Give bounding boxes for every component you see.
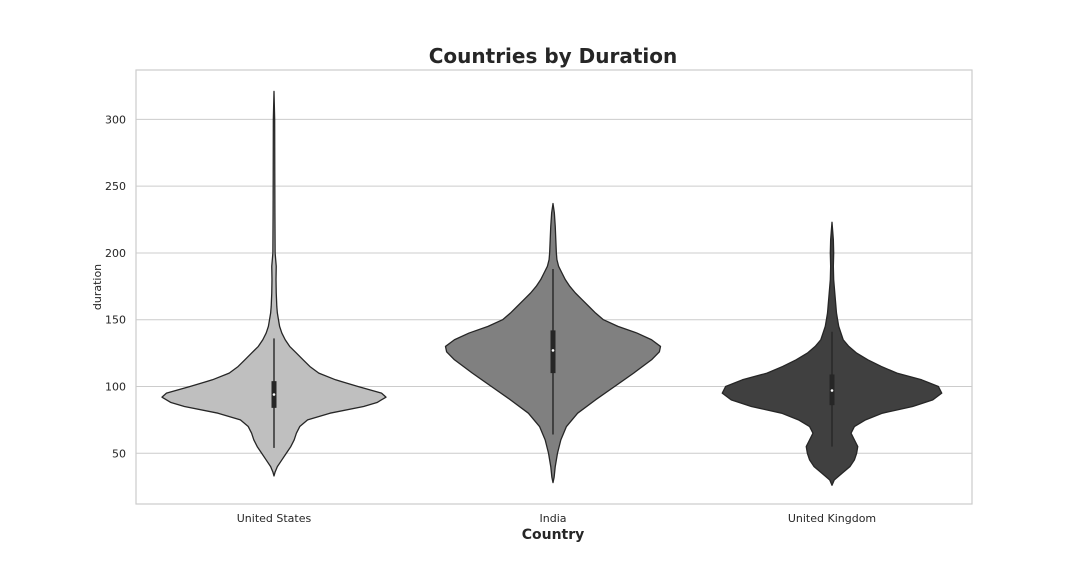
violins [161, 90, 943, 486]
violin-median-1 [272, 393, 276, 396]
violin-2 [444, 202, 662, 484]
violin-3 [721, 221, 943, 486]
x-axis-label: Country [522, 527, 585, 543]
y-tick-label-250: 250 [105, 180, 126, 193]
x-axis-ticks: United States India United Kingdom [237, 512, 876, 525]
x-tick-label-3: United Kingdom [788, 512, 876, 525]
chart-title: Countries by Duration [429, 44, 678, 68]
y-axis-ticks: 50 100 150 200 250 300 [105, 113, 126, 460]
violin-body-1 [161, 90, 387, 477]
violin-median-3 [830, 389, 834, 392]
x-tick-label-2: India [540, 512, 567, 525]
y-tick-label-300: 300 [105, 113, 126, 126]
y-tick-label-50: 50 [112, 447, 126, 460]
y-tick-label-100: 100 [105, 380, 126, 393]
violin-1 [161, 90, 387, 477]
y-tick-label-200: 200 [105, 247, 126, 260]
y-axis-label: duration [91, 264, 104, 310]
y-tick-label-150: 150 [105, 314, 126, 327]
violin-median-2 [551, 349, 555, 352]
plot-frame [135, 69, 973, 505]
x-tick-label-1: United States [237, 512, 312, 525]
